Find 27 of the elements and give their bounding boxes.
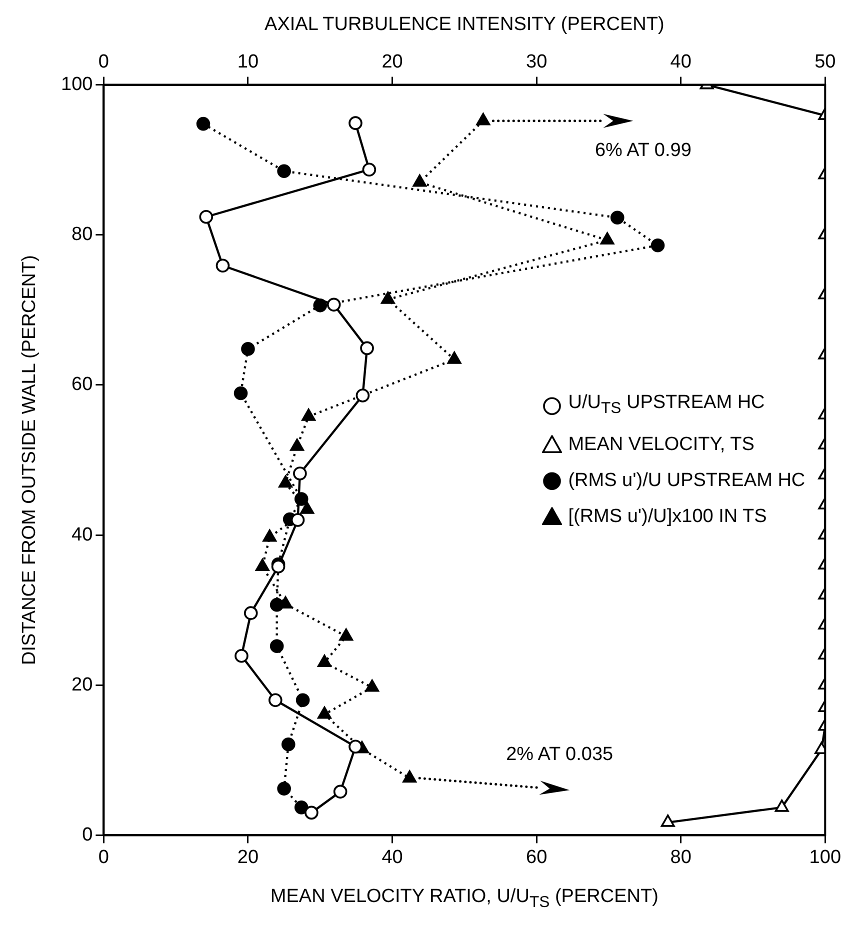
legend-label: (RMS u')/U UPSTREAM HC <box>568 468 806 493</box>
y-tick-label: 40 <box>72 524 93 546</box>
y-tick-label: 100 <box>61 74 93 96</box>
y-tick-label: 0 <box>82 824 93 846</box>
x2-tick-label: 30 <box>526 52 548 73</box>
legend-label: [(RMS u')/U]x100 IN TS <box>568 504 767 529</box>
x-tick-label: 100 <box>809 846 841 868</box>
x2-tick-label: 40 <box>670 52 692 73</box>
y-tick-label: 80 <box>72 224 93 246</box>
x-tick-label: 60 <box>526 846 548 868</box>
x-tick-label: 0 <box>98 846 109 868</box>
x2-tick-label: 0 <box>98 52 109 73</box>
y-axis-title: DISTANCE FROM OUTSIDE WALL (PERCENT) <box>19 255 41 665</box>
y-tick-label: 20 <box>72 674 93 696</box>
x2-tick-label: 10 <box>237 52 259 73</box>
annotation: 2% AT 0.035 <box>506 744 614 766</box>
legend-label: U/U$_{TS}$ UPSTREAM HC <box>568 391 765 419</box>
x2-tick-label: 20 <box>382 52 403 73</box>
x-tick-label: 20 <box>237 846 259 868</box>
x2-tick-label: 50 <box>814 52 836 73</box>
legend-label: MEAN VELOCITY, TS <box>568 432 754 457</box>
x-tick-label: 40 <box>382 846 403 868</box>
x-tick-label: 80 <box>670 846 692 868</box>
x-axis-title: MEAN VELOCITY RATIO, U/U$_{TS}$ (PERCENT) <box>270 886 658 913</box>
x2-axis-title: AXIAL TURBULENCE INTENSITY (PERCENT) <box>264 14 664 36</box>
annotation: 6% AT 0.99 <box>594 140 692 161</box>
y-tick-label: 60 <box>72 374 93 396</box>
